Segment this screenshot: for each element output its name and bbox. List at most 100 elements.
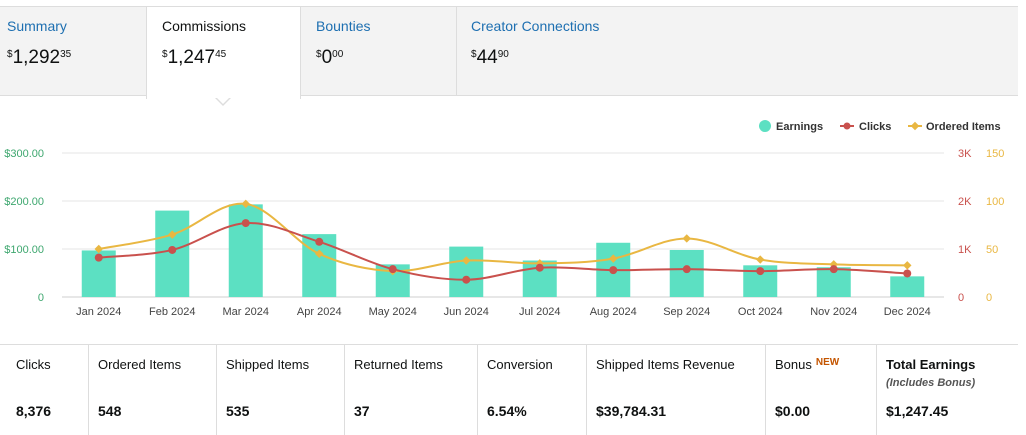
stat-label: Shipped Items [226,357,310,372]
ordered-tick-label: 50 [986,244,998,256]
stat-label: Ordered Items [98,357,182,372]
stat-value: $1,247.45 [886,403,949,419]
stat-label: Total Earnings [886,357,976,372]
x-tick-label: Dec 2024 [884,306,931,318]
clicks-tick-label: 0 [958,292,964,304]
clicks-tick-label: 2K [958,196,972,208]
tab-commissions-label: Commissions [162,18,247,34]
stat-shipped-revenue: Shipped Items Revenue $39,784.31 [586,345,765,435]
clicks-point [94,253,103,262]
stat-divider [586,345,587,435]
active-tab-pointer [215,97,231,106]
clicks-point [462,275,471,284]
stat-divider [876,345,877,435]
tab-bounties-label: Bounties [316,18,371,34]
stat-total-earnings: Total Earnings (Includes Bonus) $1,247.4… [876,345,1018,435]
series-points [94,199,912,284]
legend-clicks-label: Clicks [859,121,891,133]
ordered-items-point [315,249,324,259]
earnings-bars [81,204,925,297]
legend-clicks-swatch [843,122,851,130]
x-tick-label: Jul 2024 [519,306,561,318]
ordered-tick-label: 100 [986,196,1004,208]
stat-value: 37 [354,403,370,419]
ordered-items-point [609,254,618,263]
tab-creator-connections-amount: $4490 [471,47,509,68]
stat-divider [88,345,89,435]
stat-value: 8,376 [16,403,52,419]
stat-value: $39,784.31 [596,403,667,419]
clicks-point [682,265,691,274]
stat-label: Clicks [16,357,51,372]
clicks-point [388,265,397,274]
clicks-point [315,237,324,246]
clicks-point [829,265,838,274]
stat-note: (Includes Bonus) [886,377,976,389]
clicks-point [903,269,912,278]
tab-commissions[interactable]: Commissions $1,24745 [146,6,301,99]
left-tick-label: $300.00 [4,148,44,160]
x-tick-label: Jun 2024 [444,306,489,318]
stat-divider [765,345,766,435]
stat-label: Shipped Items Revenue [596,357,735,372]
earnings-bar [669,249,704,297]
ordered-items-point [241,199,250,209]
ordered-items-point [168,230,177,239]
ordered-tick-label: 0 [986,292,992,304]
clicks-point [168,245,177,254]
stat-value: 548 [98,403,122,419]
ordered-items-point [94,244,103,254]
stat-shipped-items: Shipped Items 535 [216,345,344,435]
ordered-tick-label: 150 [986,148,1004,160]
chart-legend: Earnings Clicks Ordered Items [759,120,1001,133]
ordered-items-line [98,202,908,273]
x-tick-label: Aug 2024 [590,306,637,318]
clicks-point [609,266,618,275]
stat-conversion: Conversion 6.54% [477,345,586,435]
clicks-point [535,263,544,272]
new-badge: NEW [815,357,840,368]
ordered-items-point [756,255,765,264]
earnings-bar [449,246,484,297]
stat-divider [477,345,478,435]
x-tick-label: Nov 2024 [810,306,857,318]
tab-creator-connections[interactable]: Creator Connections $4490 [457,7,657,95]
earnings-bar [228,204,263,297]
ordered-items-point [682,234,691,243]
clicks-tick-label: 1K [958,244,972,256]
ordered-items-point [462,256,471,265]
left-tick-label: $100.00 [4,244,44,256]
tab-summary[interactable]: Summary $1,29235 [0,7,146,95]
x-tick-label: Mar 2024 [223,306,269,318]
stat-clicks: Clicks 8,376 [6,345,88,435]
tab-summary-label: Summary [7,18,67,34]
legend-ordered-label: Ordered Items [926,121,1001,133]
stat-divider [216,345,217,435]
left-tick-label: 0 [38,292,44,304]
x-tick-label: Feb 2024 [149,306,195,318]
left-tick-label: $200.00 [4,196,44,208]
series-lines [98,202,908,281]
tab-commissions-amount: $1,24745 [162,47,227,68]
earnings-chart: 0 0 0 $100.00 1K 50 $200.00 2K 100 $300.00 3K 150 Ja… [4,120,1004,318]
stat-label: Conversion [487,357,553,372]
earnings-bar [890,276,925,297]
legend-earnings-swatch [759,120,771,132]
ordered-items-point [903,261,912,270]
x-tick-label: Sep 2024 [663,306,710,318]
x-tick-label: Jan 2024 [76,306,121,318]
earnings-tabs: Summary $1,29235 Commissions $1,24745 Bo… [0,6,1018,99]
stat-value: $0.00 [775,403,811,419]
tab-bounties[interactable]: Bounties $000 [301,7,456,95]
clicks-point [756,267,765,276]
stat-value: 535 [226,403,250,419]
tab-bounties-amount: $000 [316,47,344,68]
tab-creator-connections-label: Creator Connections [471,18,600,34]
tab-summary-amount: $1,29235 [7,47,72,68]
x-tick-label: Oct 2024 [738,306,783,318]
chart-grid [62,152,944,298]
stat-label: Returned Items [354,357,443,372]
clicks-line [98,222,908,281]
x-tick-label: Apr 2024 [297,306,342,318]
clicks-tick-label: 3K [958,148,972,160]
